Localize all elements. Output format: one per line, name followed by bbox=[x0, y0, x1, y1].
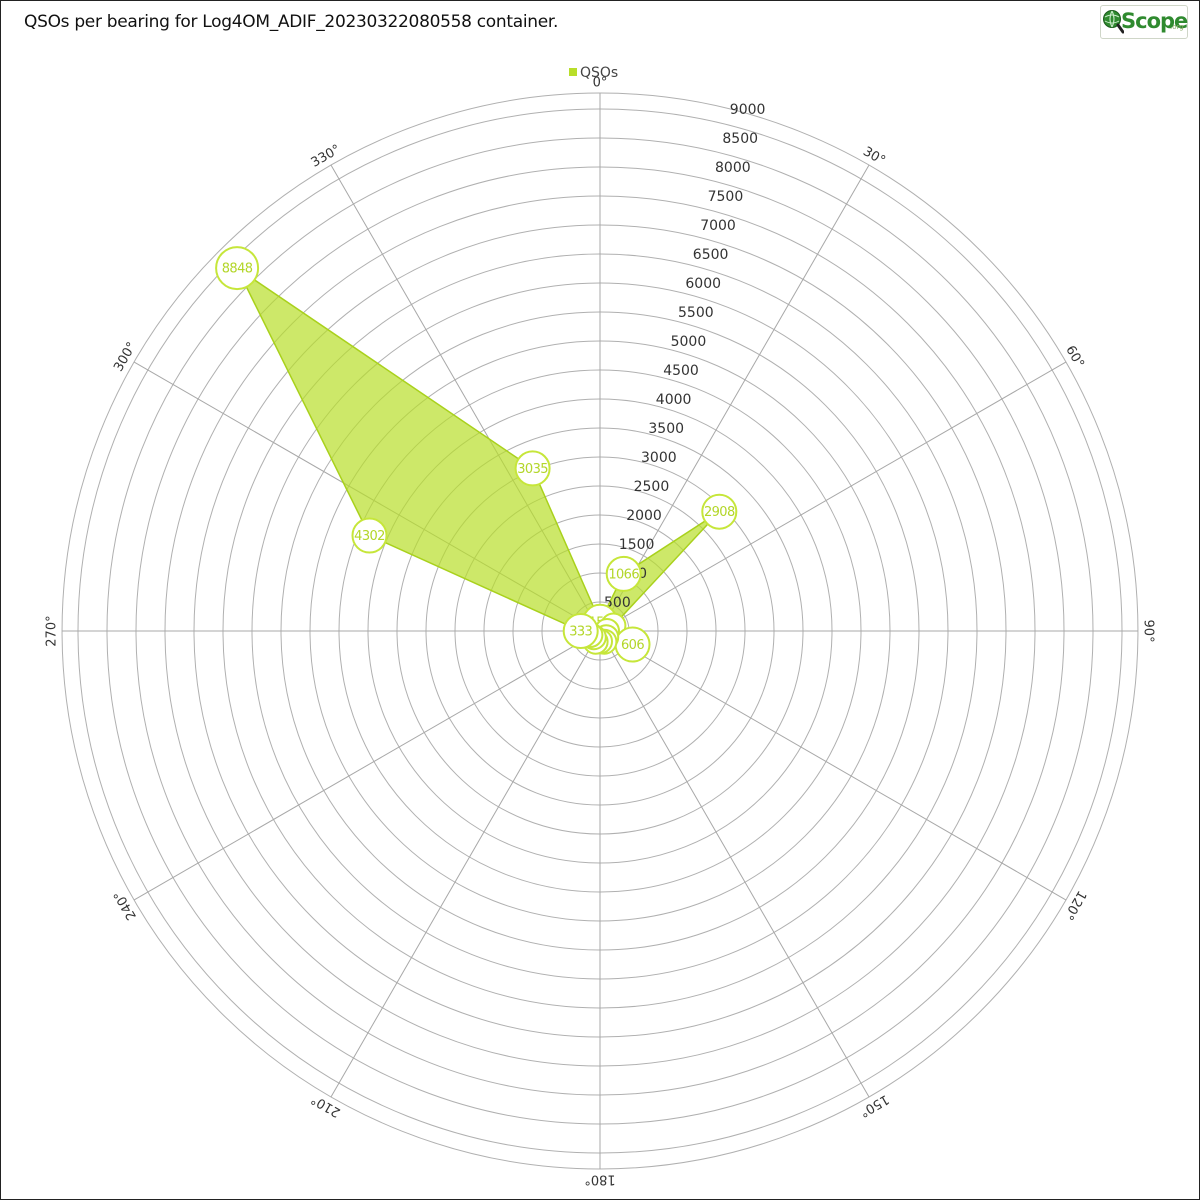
radial-tick-label: 4000 bbox=[656, 392, 692, 408]
angle-label-120: 120° bbox=[1060, 888, 1089, 923]
spoke-120 bbox=[599, 630, 1067, 901]
radial-tick-label: 1500 bbox=[619, 537, 655, 553]
angular-gridlines bbox=[62, 93, 1138, 1169]
angle-label-330: 330° bbox=[309, 142, 344, 171]
spoke-240 bbox=[133, 630, 601, 901]
radial-tick-label: 7000 bbox=[700, 218, 736, 234]
qscope-logo[interactable]: Scope .org bbox=[1100, 5, 1188, 39]
data-point-label: 1066 bbox=[608, 567, 639, 582]
radial-tick-label: 6500 bbox=[693, 247, 729, 263]
spoke-210 bbox=[330, 630, 601, 1098]
radial-tick-label: 3000 bbox=[641, 450, 677, 466]
data-point-marker[interactable] bbox=[514, 450, 551, 487]
angle-label-300: 300° bbox=[111, 340, 140, 375]
radial-tick-label: 6000 bbox=[685, 276, 721, 292]
radial-tick-label: 4500 bbox=[663, 363, 699, 379]
radial-tick-label: 8000 bbox=[715, 160, 751, 176]
angle-label-30: 30° bbox=[860, 144, 887, 169]
radial-tick-label: 2500 bbox=[634, 479, 670, 495]
angle-label-60: 60° bbox=[1062, 343, 1087, 370]
legend-entry[interactable]: QSOs bbox=[580, 65, 618, 81]
radial-tick-label: 7500 bbox=[708, 189, 744, 205]
angle-label-240: 240° bbox=[111, 888, 140, 923]
data-points: 15910662908606333430288483035 bbox=[215, 246, 738, 663]
radial-tick-label: 9000 bbox=[730, 102, 766, 118]
angle-label-180: 180° bbox=[584, 1171, 615, 1186]
angle-label-0: 0° bbox=[593, 76, 608, 91]
radial-tick-labels: 5001000150020002500300035004000450050005… bbox=[604, 102, 765, 611]
magnifier-globe-icon bbox=[1103, 10, 1124, 34]
angle-label-270: 270° bbox=[45, 615, 60, 646]
radial-tick-label: 3500 bbox=[648, 421, 684, 437]
radial-tick-label: 500 bbox=[604, 595, 631, 611]
radial-tick-label: 8500 bbox=[722, 131, 758, 147]
logo-suffix: .org bbox=[1170, 23, 1184, 31]
logo-text: Scope bbox=[1121, 9, 1188, 33]
data-point-label: 333 bbox=[569, 625, 592, 640]
legend-swatch bbox=[569, 68, 577, 76]
data-point-marker[interactable] bbox=[215, 246, 260, 291]
data-point-label: 4302 bbox=[354, 529, 385, 544]
spoke-30 bbox=[599, 164, 870, 632]
data-point-marker[interactable] bbox=[562, 613, 599, 649]
data-point-label: 8848 bbox=[222, 262, 253, 277]
radial-tick-label: 5500 bbox=[678, 305, 714, 321]
data-point-marker[interactable] bbox=[701, 493, 738, 530]
data-point-label: 3035 bbox=[517, 462, 548, 477]
data-point-marker[interactable] bbox=[351, 517, 388, 554]
angle-label-150: 150° bbox=[857, 1091, 892, 1120]
data-point-marker[interactable] bbox=[605, 555, 642, 592]
legend: QSOs bbox=[569, 65, 618, 81]
angle-label-210: 210° bbox=[309, 1091, 344, 1120]
radial-tick-label: 2000 bbox=[626, 508, 662, 524]
data-point-label: 2908 bbox=[704, 505, 735, 520]
angle-label-90: 90° bbox=[1140, 620, 1155, 643]
data-point-label: 606 bbox=[621, 638, 644, 653]
spoke-150 bbox=[599, 630, 870, 1098]
chart-title: QSOs per bearing for Log4OM_ADIF_2023032… bbox=[24, 12, 559, 32]
radial-tick-label: 5000 bbox=[671, 334, 707, 350]
spoke-60 bbox=[599, 361, 1067, 632]
